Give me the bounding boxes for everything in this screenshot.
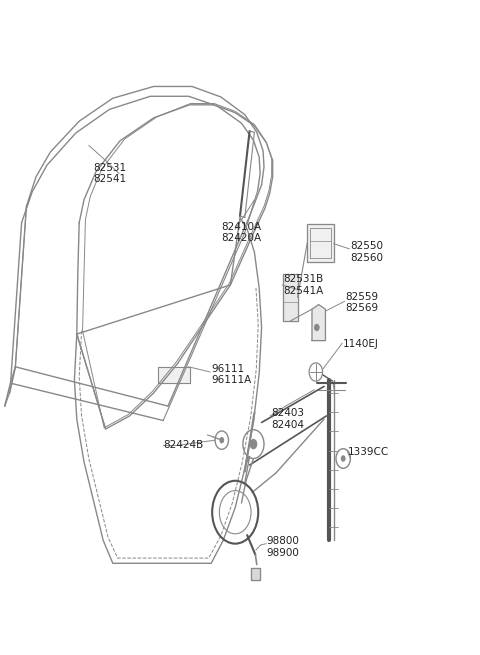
Text: 82531
82541: 82531 82541 <box>94 163 127 184</box>
Text: 1140EJ: 1140EJ <box>343 339 379 349</box>
Text: 98800
98900: 98800 98900 <box>266 536 299 557</box>
Text: 1339CC: 1339CC <box>348 447 389 457</box>
Text: 82559
82569: 82559 82569 <box>346 292 379 313</box>
Text: 96111
96111A: 96111 96111A <box>211 364 252 385</box>
Polygon shape <box>158 367 190 383</box>
Text: 82550
82560: 82550 82560 <box>350 242 384 263</box>
Text: 82410A
82420A: 82410A 82420A <box>221 222 261 243</box>
Text: 82531B
82541A: 82531B 82541A <box>283 274 324 295</box>
Polygon shape <box>251 568 260 580</box>
Polygon shape <box>283 274 298 321</box>
Circle shape <box>219 437 224 443</box>
Text: 82403
82404: 82403 82404 <box>271 409 304 430</box>
Circle shape <box>314 324 319 331</box>
Polygon shape <box>307 224 334 262</box>
Polygon shape <box>312 305 325 341</box>
Text: 82424B: 82424B <box>163 440 204 451</box>
Circle shape <box>341 455 346 462</box>
Circle shape <box>250 439 257 449</box>
